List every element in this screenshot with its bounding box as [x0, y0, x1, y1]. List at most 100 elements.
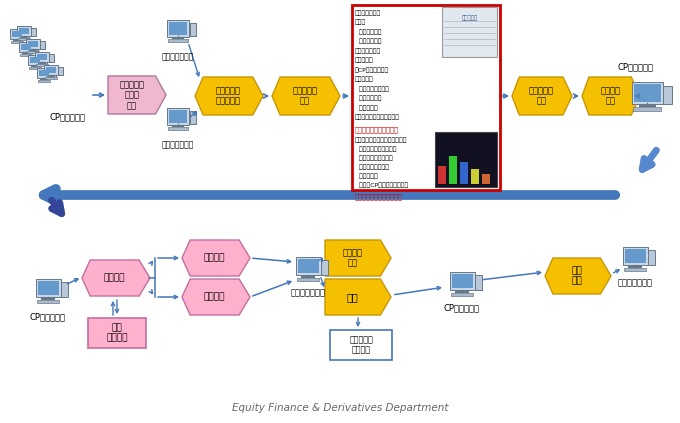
FancyBboxPatch shape: [167, 20, 189, 37]
Polygon shape: [325, 279, 391, 315]
FancyBboxPatch shape: [296, 257, 320, 275]
FancyBboxPatch shape: [190, 23, 197, 36]
FancyBboxPatch shape: [36, 64, 48, 66]
FancyBboxPatch shape: [168, 39, 188, 42]
Text: 約定
連絡: 約定 連絡: [571, 266, 582, 286]
FancyBboxPatch shape: [30, 57, 40, 63]
Polygon shape: [195, 77, 263, 115]
Text: リクエスト
の内容確認: リクエスト の内容確認: [216, 86, 241, 106]
Text: 当社トレーダー: 当社トレーダー: [290, 288, 326, 297]
Text: ・コーポレートアクション: ・コーポレートアクション: [355, 115, 400, 120]
FancyBboxPatch shape: [46, 67, 56, 73]
Polygon shape: [182, 279, 250, 315]
FancyBboxPatch shape: [29, 67, 41, 69]
Text: CPトレーダー: CPトレーダー: [617, 62, 653, 71]
FancyBboxPatch shape: [449, 272, 475, 290]
FancyBboxPatch shape: [21, 44, 31, 50]
Text: ・一般本担保: ・一般本担保: [355, 29, 381, 35]
FancyBboxPatch shape: [50, 54, 54, 62]
FancyBboxPatch shape: [12, 31, 22, 37]
Text: 貸出内容の
決定: 貸出内容の 決定: [528, 86, 554, 106]
Polygon shape: [272, 77, 340, 115]
FancyBboxPatch shape: [633, 107, 661, 111]
FancyBboxPatch shape: [27, 51, 39, 53]
FancyBboxPatch shape: [169, 22, 187, 35]
Text: CPトレーダー: CPトレーダー: [444, 303, 480, 312]
Polygon shape: [82, 260, 150, 296]
Text: ・他のCPからのリクエスト: ・他のCPからのリクエスト: [355, 182, 408, 187]
Text: CPトレーダー: CPトレーダー: [30, 312, 66, 321]
FancyBboxPatch shape: [33, 44, 38, 52]
FancyBboxPatch shape: [449, 156, 457, 184]
Polygon shape: [182, 240, 250, 276]
Text: ・レンディングマーケット状況: ・レンディングマーケット状況: [355, 137, 407, 143]
Polygon shape: [325, 240, 391, 276]
Text: 当社条件
提示: 当社条件 提示: [600, 86, 620, 106]
Text: 条件交渉: 条件交渉: [204, 292, 225, 302]
FancyBboxPatch shape: [39, 70, 49, 76]
FancyBboxPatch shape: [28, 41, 38, 47]
Text: ・貼込: ・貼込: [355, 19, 367, 25]
Text: ・貸出可能残高: ・貸出可能残高: [355, 10, 381, 16]
FancyBboxPatch shape: [37, 54, 47, 60]
FancyBboxPatch shape: [451, 293, 473, 297]
Text: Equity Finance & Derivatives Department: Equity Finance & Derivatives Department: [232, 403, 448, 413]
FancyBboxPatch shape: [435, 132, 497, 187]
FancyBboxPatch shape: [352, 5, 500, 190]
FancyBboxPatch shape: [38, 80, 50, 82]
FancyBboxPatch shape: [17, 26, 31, 36]
FancyBboxPatch shape: [298, 259, 318, 273]
FancyBboxPatch shape: [624, 249, 645, 263]
Polygon shape: [582, 77, 640, 115]
Text: 交渉: 交渉: [347, 292, 358, 302]
Text: 貫したいん: 貫したいん: [461, 15, 477, 21]
Polygon shape: [512, 77, 572, 115]
FancyBboxPatch shape: [634, 84, 660, 102]
FancyBboxPatch shape: [168, 127, 188, 130]
FancyBboxPatch shape: [19, 42, 33, 52]
Text: ・前日の約定レート: ・前日の約定レート: [355, 155, 393, 161]
Text: 銘柄の状況
確認: 銘柄の状況 確認: [292, 86, 318, 106]
Text: ・信用線（東証）: ・信用線（東証）: [355, 86, 389, 92]
FancyBboxPatch shape: [28, 55, 42, 65]
FancyBboxPatch shape: [11, 41, 23, 43]
FancyBboxPatch shape: [20, 54, 32, 56]
FancyBboxPatch shape: [624, 268, 646, 272]
FancyBboxPatch shape: [35, 52, 49, 62]
Text: ・制度本担保: ・制度本担保: [355, 38, 381, 44]
FancyBboxPatch shape: [663, 86, 672, 104]
FancyBboxPatch shape: [321, 261, 328, 275]
FancyBboxPatch shape: [632, 82, 662, 104]
Text: リクエスト
コード
株数: リクエスト コード 株数: [119, 80, 144, 110]
Text: 貸出約定
連絡: 貸出約定 連絡: [343, 248, 362, 268]
Text: 準筐幅大は
上届確認: 準筐幅大は 上届確認: [349, 335, 373, 355]
Text: 条件確認: 条件確認: [104, 274, 125, 283]
Text: ・前日成立状: ・前日成立状: [355, 96, 381, 101]
FancyBboxPatch shape: [296, 278, 319, 281]
FancyBboxPatch shape: [475, 275, 482, 290]
FancyBboxPatch shape: [26, 39, 40, 49]
Text: 当社トレーダー: 当社トレーダー: [162, 140, 194, 149]
Text: ・靴物情報: ・靴物情報: [355, 77, 374, 82]
FancyBboxPatch shape: [40, 41, 45, 49]
FancyBboxPatch shape: [44, 65, 58, 75]
FancyBboxPatch shape: [452, 274, 473, 288]
FancyBboxPatch shape: [61, 283, 68, 297]
FancyBboxPatch shape: [169, 110, 187, 123]
FancyBboxPatch shape: [24, 31, 29, 39]
Text: 当社トレーダー: 当社トレーダー: [162, 52, 194, 61]
FancyBboxPatch shape: [647, 250, 656, 265]
Text: CPトレーダー: CPトレーダー: [50, 112, 86, 121]
FancyBboxPatch shape: [19, 28, 29, 34]
Text: 顧客
条件交渉: 顧客 条件交渉: [106, 323, 128, 343]
FancyBboxPatch shape: [471, 169, 479, 184]
FancyBboxPatch shape: [37, 281, 58, 295]
FancyBboxPatch shape: [622, 247, 647, 265]
FancyBboxPatch shape: [37, 68, 51, 78]
FancyBboxPatch shape: [45, 77, 57, 79]
FancyBboxPatch shape: [18, 38, 30, 40]
FancyBboxPatch shape: [58, 67, 63, 75]
Text: 当社トレーダー: 当社トレーダー: [617, 278, 653, 287]
FancyBboxPatch shape: [460, 162, 468, 184]
Text: ・市場全体の余力: ・市場全体の余力: [355, 164, 389, 170]
